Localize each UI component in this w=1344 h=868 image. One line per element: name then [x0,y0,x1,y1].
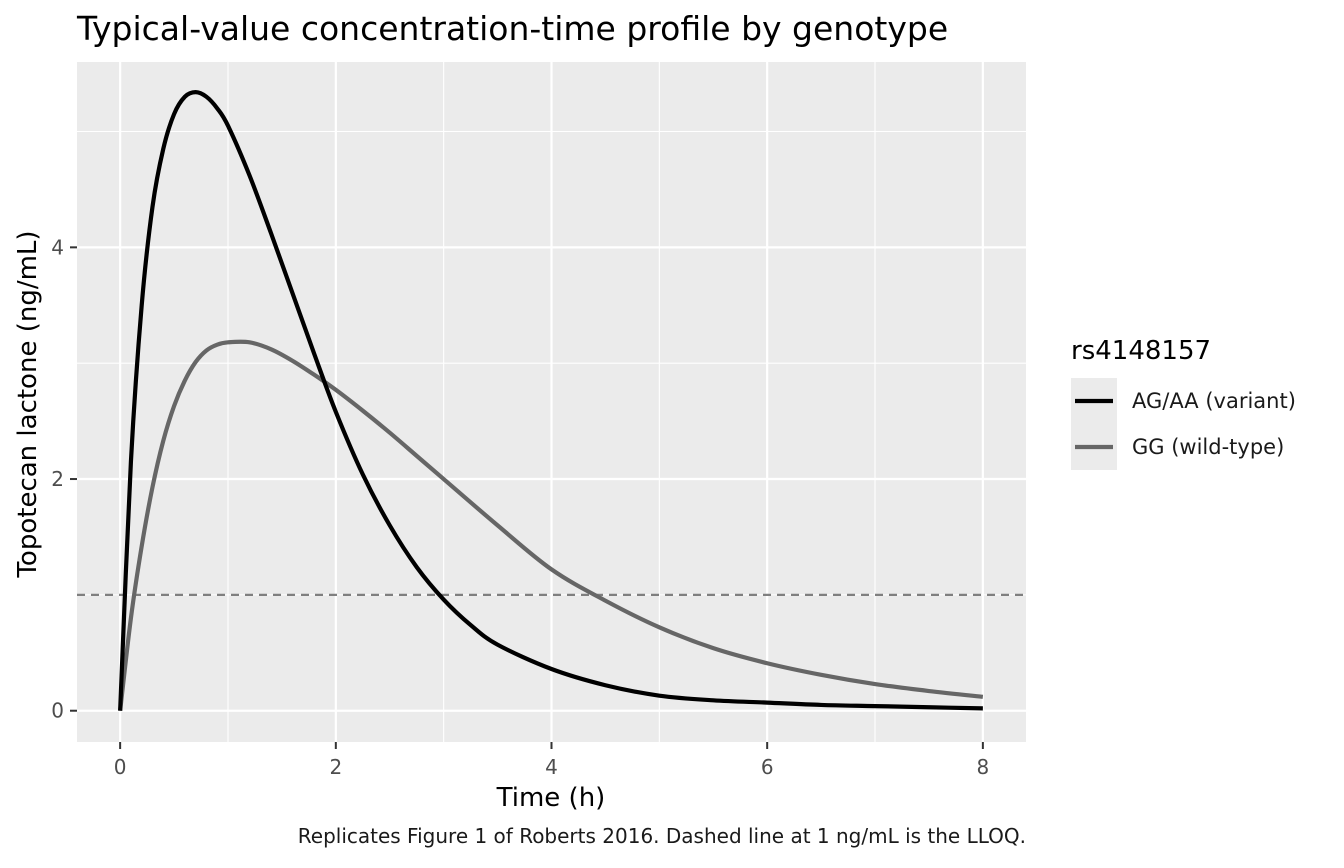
y-axis-ticks: 0 2 4 [51,235,77,723]
series-line-ag-aa-variant [118,90,983,711]
legend-keys: AG/AA (variant) GG (wild-type) [1071,378,1296,470]
y-tick-label: 4 [51,235,64,259]
y-tick-label: 0 [51,699,64,723]
x-axis-title: Time (h) [496,783,606,813]
y-axis-title: Topotecan lactone (ng/mL) [13,230,43,578]
series-lines [118,90,984,711]
grid-major [77,62,1026,742]
legend-label: AG/AA (variant) [1132,389,1296,413]
legend: rs4148157 AG/AA (variant) GG (wild-type) [1071,336,1296,470]
x-tick-label: 6 [761,755,774,779]
x-tick-label: 2 [329,755,342,779]
chart-caption: Replicates Figure 1 of Roberts 2016. Das… [298,824,1026,848]
legend-title: rs4148157 [1071,336,1211,366]
legend-label: GG (wild-type) [1132,435,1284,459]
y-tick-label: 2 [51,467,64,491]
x-tick-label: 4 [545,755,558,779]
x-axis-ticks: 0 2 4 6 8 [114,742,989,779]
x-tick-label: 8 [976,755,989,779]
chart-title: Typical-value concentration-time profile… [76,9,948,48]
x-tick-label: 0 [114,755,127,779]
